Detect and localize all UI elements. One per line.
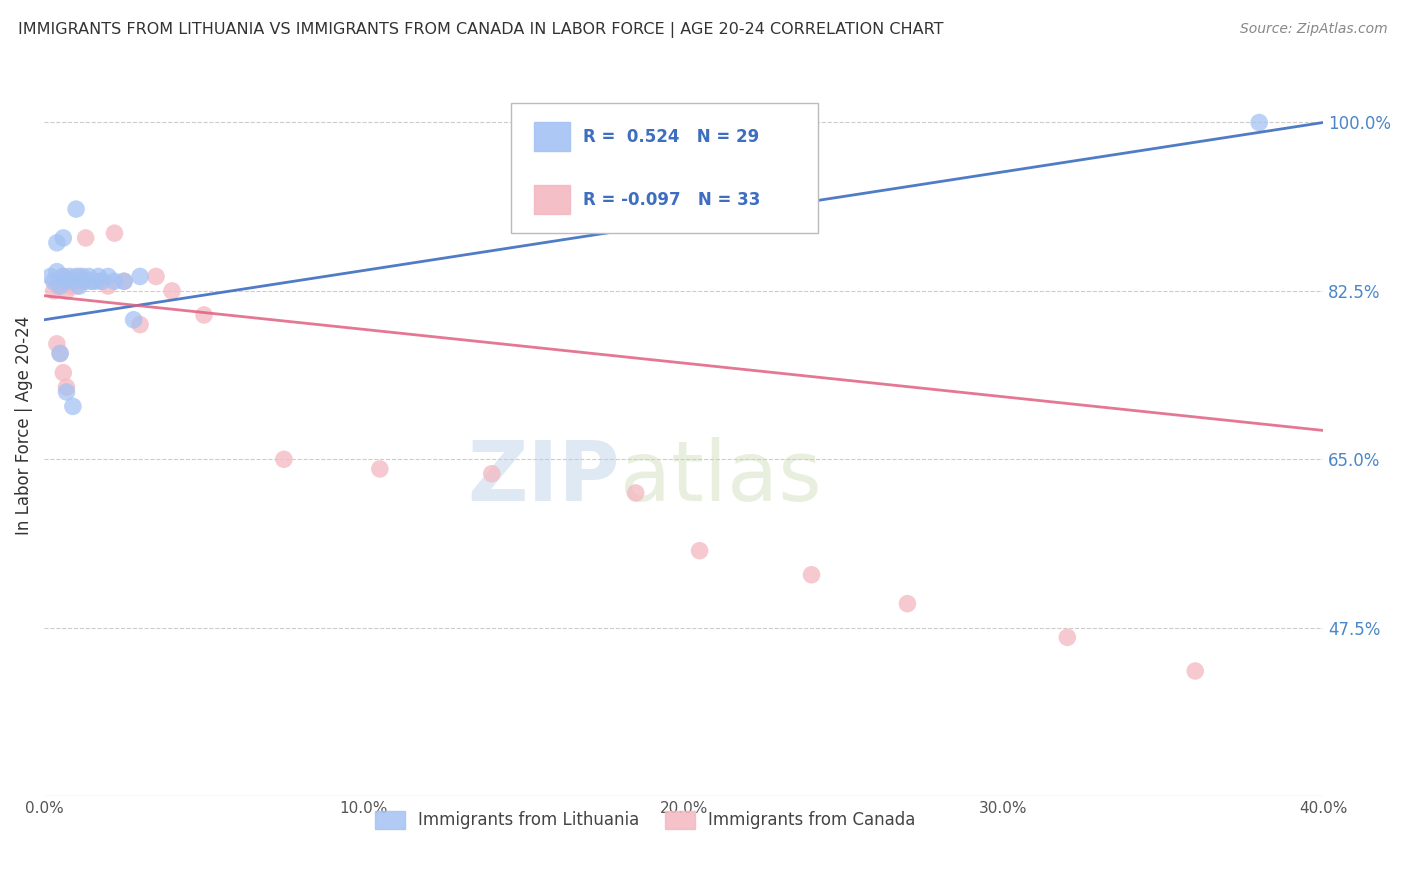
- Point: [45, 336, 67, 351]
- Point: [62, 274, 84, 288]
- Point: [103, 274, 125, 288]
- Point: [49, 346, 72, 360]
- Point: [72, 269, 94, 284]
- Text: R =  0.524   N = 29: R = 0.524 N = 29: [582, 128, 759, 145]
- Point: [62, 274, 84, 288]
- Point: [45, 279, 67, 293]
- Point: [67, 279, 90, 293]
- Point: [160, 284, 183, 298]
- Text: atlas: atlas: [620, 437, 821, 518]
- Point: [193, 308, 215, 322]
- Point: [45, 235, 67, 250]
- Point: [65, 269, 87, 284]
- Point: [80, 274, 103, 288]
- Point: [90, 274, 112, 288]
- Point: [122, 312, 145, 326]
- Point: [52, 269, 75, 284]
- Point: [75, 274, 97, 288]
- Point: [49, 279, 72, 293]
- Point: [52, 231, 75, 245]
- Bar: [534, 122, 569, 152]
- Point: [65, 202, 87, 216]
- Point: [39, 269, 62, 284]
- Y-axis label: In Labor Force | Age 20-24: In Labor Force | Age 20-24: [15, 316, 32, 535]
- Point: [42, 284, 65, 298]
- Text: IMMIGRANTS FROM LITHUANIA VS IMMIGRANTS FROM CANADA IN LABOR FORCE | AGE 20-24 C: IMMIGRANTS FROM LITHUANIA VS IMMIGRANTS …: [18, 22, 943, 38]
- Point: [273, 452, 295, 467]
- Point: [1249, 115, 1271, 129]
- Point: [689, 543, 711, 558]
- Point: [624, 486, 647, 500]
- Point: [84, 274, 107, 288]
- Point: [1184, 664, 1206, 678]
- Point: [129, 318, 152, 332]
- Point: [45, 265, 67, 279]
- Text: ZIP: ZIP: [467, 437, 620, 518]
- Text: Source: ZipAtlas.com: Source: ZipAtlas.com: [1240, 22, 1388, 37]
- Point: [59, 279, 82, 293]
- Legend: Immigrants from Lithuania, Immigrants from Canada: Immigrants from Lithuania, Immigrants fr…: [368, 804, 922, 836]
- Point: [97, 269, 120, 284]
- Point: [65, 279, 87, 293]
- Point: [368, 462, 391, 476]
- Point: [67, 269, 90, 284]
- Point: [55, 384, 77, 399]
- FancyBboxPatch shape: [510, 103, 818, 233]
- Point: [896, 597, 918, 611]
- Point: [55, 284, 77, 298]
- Point: [103, 226, 125, 240]
- Point: [49, 346, 72, 360]
- Point: [800, 567, 823, 582]
- Point: [75, 231, 97, 245]
- Point: [80, 274, 103, 288]
- Point: [49, 274, 72, 288]
- Point: [90, 274, 112, 288]
- Text: R = -0.097   N = 33: R = -0.097 N = 33: [582, 191, 761, 209]
- Bar: [534, 185, 569, 214]
- Point: [112, 274, 135, 288]
- Point: [55, 380, 77, 394]
- Point: [72, 274, 94, 288]
- Point: [55, 274, 77, 288]
- Point: [77, 269, 100, 284]
- Point: [1056, 630, 1078, 644]
- Point: [112, 274, 135, 288]
- Point: [129, 269, 152, 284]
- Point: [52, 269, 75, 284]
- Point: [62, 400, 84, 414]
- Point: [145, 269, 167, 284]
- Point: [87, 269, 110, 284]
- Point: [97, 279, 120, 293]
- Point: [481, 467, 503, 481]
- Point: [59, 269, 82, 284]
- Point: [42, 274, 65, 288]
- Point: [52, 366, 75, 380]
